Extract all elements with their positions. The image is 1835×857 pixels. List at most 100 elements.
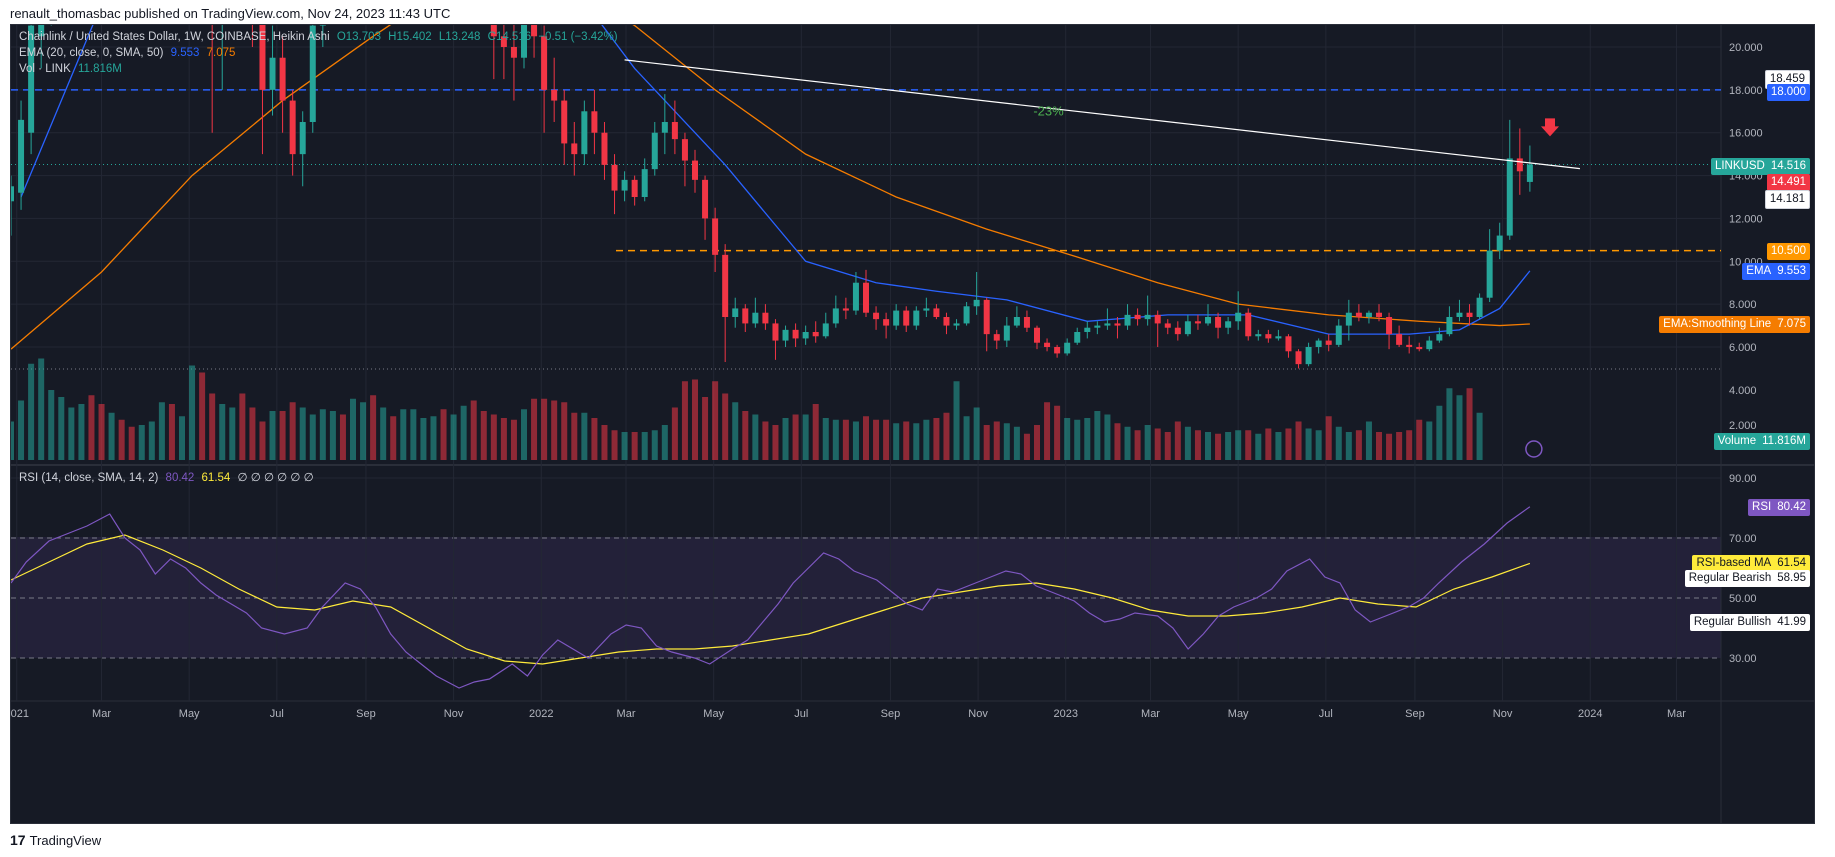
price-label-linkusd: LINKUSD 14.516 bbox=[1710, 158, 1810, 175]
time-tick-label: Sep bbox=[356, 708, 376, 720]
candle-body bbox=[1406, 344, 1413, 347]
price-label-ema: EMA 9.553 bbox=[1742, 263, 1810, 280]
candle bbox=[953, 319, 960, 330]
candle bbox=[1456, 299, 1463, 322]
candle bbox=[1365, 310, 1372, 324]
time-tick-label: Jul bbox=[794, 708, 808, 720]
volume-bar bbox=[551, 400, 558, 460]
candle bbox=[1416, 342, 1423, 352]
volume-bar bbox=[1436, 405, 1443, 460]
volume-bar bbox=[88, 395, 95, 460]
candle bbox=[561, 89, 568, 165]
volume-bar bbox=[1235, 430, 1242, 460]
time-tick-label: 2021 bbox=[11, 708, 29, 720]
legend-ema-title: EMA (20, close, 0, SMA, 50) bbox=[19, 47, 164, 59]
candle-body bbox=[1526, 164, 1533, 182]
volume-bar bbox=[601, 425, 608, 460]
price-label-regular-bearish: Regular Bearish 58.95 bbox=[1684, 570, 1810, 587]
volume-bar bbox=[651, 430, 658, 460]
candle bbox=[712, 207, 719, 272]
volume-bar bbox=[1054, 405, 1061, 460]
legend-change: −0.51 (−3.42%) bbox=[538, 31, 618, 43]
volume-bar bbox=[1376, 432, 1382, 460]
candle bbox=[601, 122, 608, 180]
volume-bar bbox=[621, 432, 628, 460]
time-tick-label: Mar bbox=[1141, 708, 1160, 720]
candle-body bbox=[1124, 314, 1131, 326]
candle bbox=[651, 122, 658, 176]
trend-percent-annotation: -23% bbox=[1033, 104, 1064, 119]
candle-body bbox=[531, 25, 538, 37]
candle bbox=[1446, 306, 1453, 337]
candle-body bbox=[1315, 340, 1322, 347]
candle-body bbox=[712, 218, 719, 255]
candle bbox=[1295, 349, 1302, 369]
candle-body bbox=[852, 282, 859, 311]
candle-body bbox=[1134, 314, 1141, 320]
candle-body bbox=[1436, 334, 1443, 341]
volume-bar bbox=[1184, 426, 1191, 460]
candle-body bbox=[702, 179, 709, 219]
candle-body bbox=[1416, 347, 1423, 350]
candle-body bbox=[299, 122, 306, 155]
candle-body bbox=[581, 111, 588, 155]
candle bbox=[1345, 299, 1352, 341]
candle-body bbox=[1184, 321, 1191, 335]
volume-bar bbox=[531, 398, 538, 460]
candle-body bbox=[611, 164, 618, 191]
candle bbox=[1426, 336, 1433, 352]
candle bbox=[752, 297, 759, 328]
candle-body bbox=[1074, 332, 1081, 343]
volume-bar bbox=[883, 419, 890, 460]
candle-body bbox=[993, 334, 1000, 341]
volume-bar bbox=[1084, 418, 1091, 460]
candle bbox=[551, 57, 558, 122]
candle-body bbox=[11, 186, 14, 202]
candle bbox=[1194, 314, 1201, 330]
candle-body bbox=[752, 312, 759, 324]
candle bbox=[842, 297, 849, 320]
volume-bar bbox=[319, 409, 326, 460]
legend-open: O13.703 bbox=[336, 31, 381, 43]
volume-bar bbox=[983, 425, 990, 460]
candle bbox=[531, 25, 538, 58]
chart-frame[interactable]: 6.0008.00010.00012.00014.00016.00018.000… bbox=[10, 24, 1815, 824]
volume-bar bbox=[370, 395, 377, 460]
candle bbox=[221, 25, 223, 90]
candle-body bbox=[1174, 327, 1181, 335]
candle bbox=[933, 304, 940, 320]
volume-bar bbox=[1315, 430, 1322, 460]
time-tick-label: 2023 bbox=[1053, 708, 1077, 720]
candle bbox=[1003, 317, 1010, 347]
volume-bar bbox=[903, 421, 910, 460]
volume-bar bbox=[752, 414, 759, 460]
candle-body bbox=[1355, 312, 1362, 317]
candle-body bbox=[1245, 312, 1252, 337]
candle-body bbox=[782, 329, 789, 341]
candle bbox=[1184, 314, 1191, 337]
chart-canvas[interactable]: 6.0008.00010.00012.00014.00016.00018.000… bbox=[11, 25, 1815, 824]
volume-bar bbox=[239, 393, 246, 460]
candle bbox=[1325, 334, 1332, 352]
volume-bar bbox=[339, 414, 346, 460]
candle bbox=[832, 295, 839, 328]
candle-body bbox=[983, 299, 990, 335]
candle bbox=[1255, 329, 1262, 341]
candle bbox=[1034, 325, 1040, 350]
volume-bar bbox=[329, 411, 336, 460]
volume-bar bbox=[480, 411, 487, 460]
volume-bar bbox=[48, 390, 55, 460]
candle-body bbox=[541, 36, 548, 90]
candle-body bbox=[1265, 334, 1272, 339]
candle-body bbox=[802, 332, 809, 339]
legend-volume-title: Vol · LINK bbox=[19, 63, 71, 75]
candle bbox=[1396, 325, 1403, 347]
candle-body bbox=[1044, 342, 1051, 347]
candle-body bbox=[1426, 340, 1433, 350]
volume-bar bbox=[510, 419, 517, 460]
candle-body bbox=[1376, 312, 1382, 317]
candle bbox=[983, 297, 990, 352]
volume-bar bbox=[812, 404, 819, 460]
candle-body bbox=[641, 169, 648, 197]
legend-ema-value: 9.553 bbox=[170, 47, 200, 59]
